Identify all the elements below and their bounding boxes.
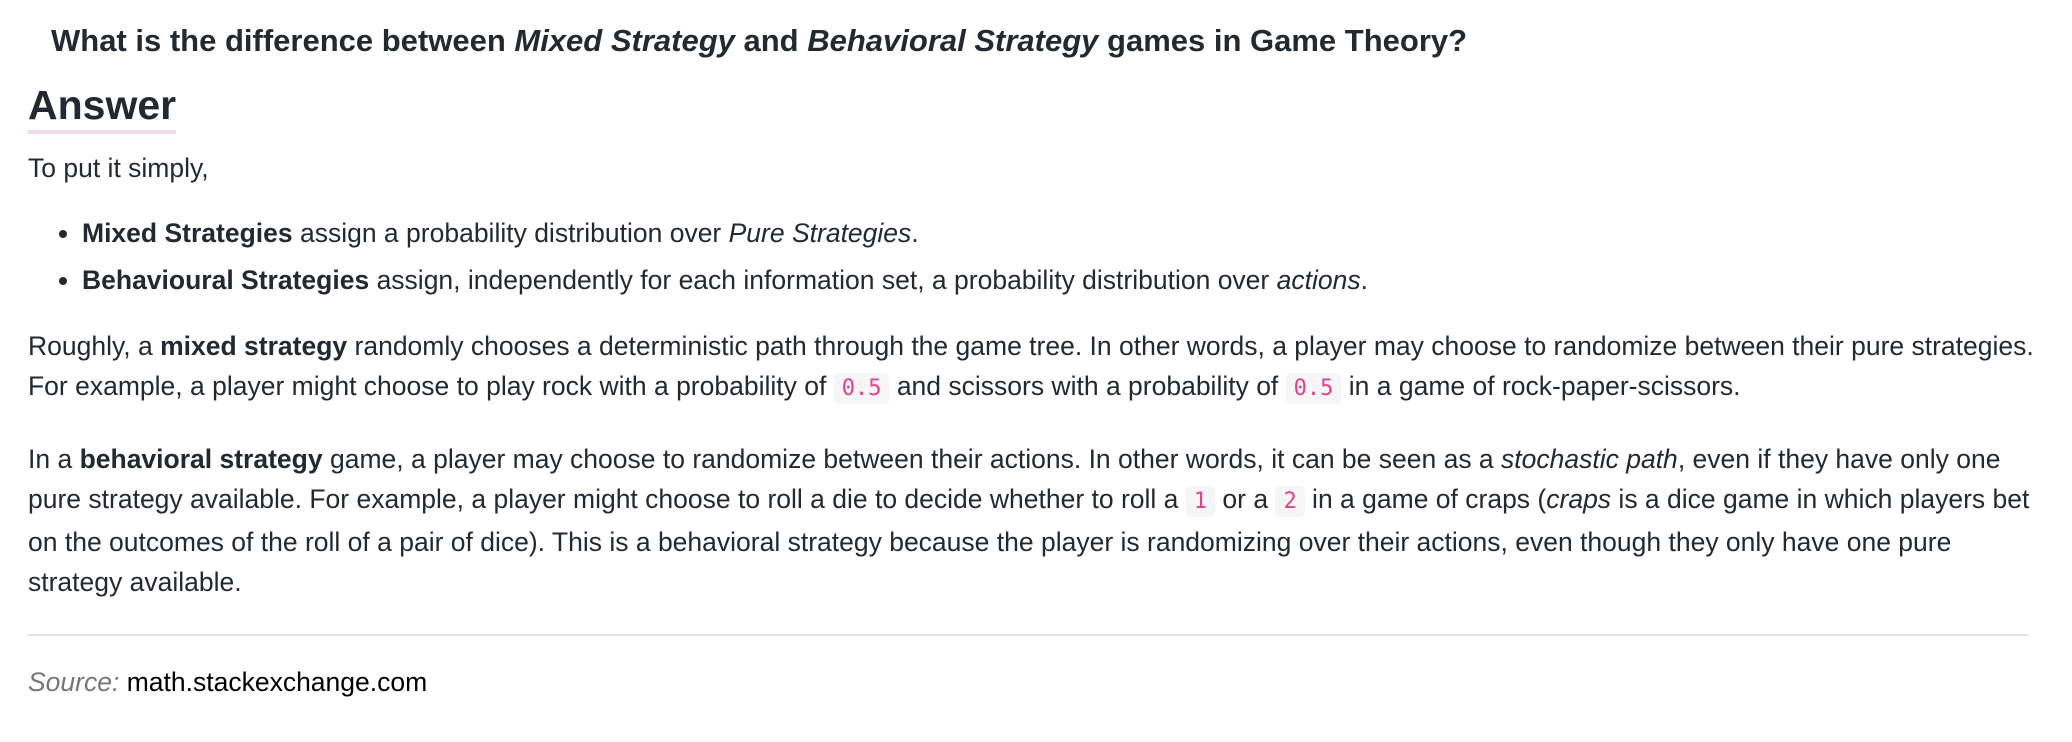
text-span: in a game of rock-paper-scissors. (1341, 371, 1741, 401)
text-span: Roughly, a (28, 331, 161, 361)
inline-code: 0.5 (833, 373, 890, 404)
mixed-strategy-paragraph: Roughly, a mixed strategy randomly choos… (28, 326, 2044, 409)
divider (28, 634, 2028, 636)
question-prefix: What is the difference between (51, 23, 515, 58)
list-item-bold: Mixed Strategies (82, 218, 293, 248)
list-item-italic: Pure Strategies (728, 218, 912, 248)
list-item-italic: actions (1276, 265, 1361, 295)
italic-term: stochastic path (1501, 444, 1678, 474)
list-item-bold: Behavioural Strategies (82, 265, 370, 295)
answer-page: What is the difference between Mixed Str… (0, 0, 2072, 700)
list-item-text: assign a probability distribution over (292, 218, 729, 248)
text-span: or a (1215, 484, 1276, 514)
list-item-behavioural-strategies: Behavioural Strategies assign, independe… (82, 257, 2044, 304)
bold-term: mixed strategy (160, 331, 348, 361)
text-span: game, a player may choose to randomize b… (322, 444, 1502, 474)
inline-code: 2 (1275, 486, 1305, 517)
italic-term: craps (1546, 484, 1612, 514)
source-label: Source: (28, 667, 120, 697)
behavioral-strategy-paragraph: In a behavioral strategy game, a player … (28, 439, 2044, 602)
bold-term: behavioral strategy (79, 444, 323, 474)
text-span: In a (28, 444, 80, 474)
list-item-end: . (911, 218, 919, 248)
question-suffix: games in Game Theory? (1098, 23, 1468, 58)
question-term-behavioral: Behavioral Strategy (807, 23, 1099, 58)
inline-code: 0.5 (1285, 373, 1342, 404)
text-span: randomly chooses a deterministic path th… (28, 331, 2034, 401)
text-span: in a game of craps ( (1304, 484, 1547, 514)
question-term-mixed: Mixed Strategy (514, 23, 735, 58)
list-item-end: . (1360, 265, 1368, 295)
answer-heading: Answer (28, 80, 177, 134)
text-span: and scissors with a probability of (889, 371, 1286, 401)
question-middle: and (734, 23, 808, 58)
text-span: , even if they have only one pure strate… (28, 444, 2001, 514)
strategy-definitions-list: Mixed Strategies assign a probability di… (28, 210, 2044, 304)
source-line: Source: math.stackexchange.com (28, 664, 2044, 700)
question-title: What is the difference between Mixed Str… (28, 0, 2044, 62)
list-item-text: assign, independently for each informati… (369, 265, 1277, 295)
source-link[interactable]: math.stackexchange.com (126, 667, 428, 697)
intro-text: To put it simply, (28, 153, 209, 183)
inline-code: 1 (1185, 486, 1216, 517)
list-item-mixed-strategies: Mixed Strategies assign a probability di… (82, 210, 2044, 257)
text-span: is a dice game in which players bet on t… (28, 484, 2030, 597)
